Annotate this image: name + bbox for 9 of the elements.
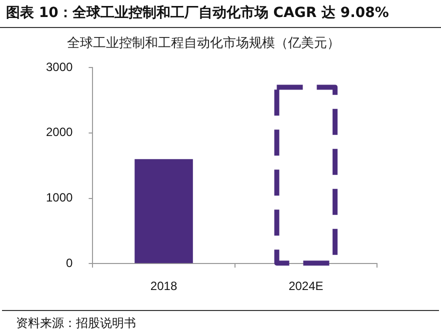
y-tick-label: 1000 (46, 190, 74, 205)
x-tick-label: 2018 (150, 279, 178, 294)
y-tick-label: 0 (66, 256, 74, 270)
chart-subtitle: 全球工业控制和工程自动化市场规模（亿美元） (67, 35, 340, 52)
text: 资料来源：招股说明书 (16, 316, 136, 330)
chart-title: 图表 10：全球工业控制和工厂自动化市场 CAGR 达 9.08% (0, 0, 441, 28)
y-tick-label: 3000 (46, 60, 74, 74)
y-tick-label: 2000 (46, 125, 74, 140)
x-tick-label: 2024E (288, 279, 324, 294)
